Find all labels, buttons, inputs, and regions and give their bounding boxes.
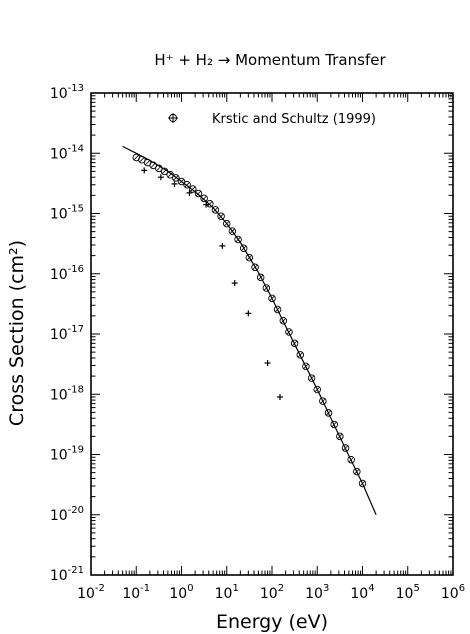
data-point [319, 397, 327, 405]
data-point [228, 227, 237, 235]
cross-point [264, 360, 271, 367]
axis-ticks [90, 92, 454, 576]
cross-point [245, 310, 252, 317]
data-point [251, 263, 259, 272]
krstic-schultz-points [132, 153, 367, 488]
x-tick-label: 100 [169, 583, 193, 602]
y-tick-label: 10-15 [50, 204, 84, 223]
data-point [353, 467, 361, 476]
cross-point [219, 242, 226, 249]
cross-points [141, 167, 283, 401]
fit-line [122, 145, 377, 516]
x-tick-label: 101 [215, 583, 239, 602]
data-point [302, 362, 310, 371]
data-point [189, 185, 197, 193]
data-point [194, 189, 203, 198]
cross-point [171, 180, 178, 187]
data-point [166, 170, 174, 179]
data-point [290, 339, 299, 348]
legend-marker [168, 113, 178, 123]
data-point [183, 181, 191, 189]
x-tick-label: 10-2 [77, 583, 105, 602]
data-point [296, 351, 305, 359]
cross-point [276, 394, 283, 401]
cross-point [141, 167, 148, 174]
y-tick-label: 10-19 [50, 445, 84, 464]
cross-point [203, 201, 210, 208]
x-tick-label: 105 [396, 583, 420, 602]
y-tick-label: 10-21 [50, 565, 84, 584]
data-point [347, 455, 355, 464]
cross-point [231, 280, 238, 287]
x-tick-label: 102 [260, 583, 284, 602]
x-tick-label: 106 [441, 583, 465, 602]
x-tick-label: 104 [350, 583, 374, 602]
data-point [341, 444, 350, 452]
data-point [358, 479, 367, 488]
y-axis-label: Cross Section (cm²) [6, 240, 28, 426]
data-point [285, 328, 293, 336]
data-point [330, 420, 338, 429]
y-tick-label: 10-17 [50, 324, 84, 343]
data-point [172, 174, 180, 182]
y-tick-label: 10-20 [50, 505, 84, 524]
data-point [200, 194, 208, 203]
data-point [324, 409, 333, 417]
data-point [313, 385, 322, 394]
data-point [217, 212, 225, 221]
data-point [307, 374, 316, 382]
x-tick-label: 10-1 [122, 583, 150, 602]
x-tick-labels: 10-2 10-1 100 101 102 103 104 105 106 [77, 583, 465, 602]
y-tick-label: 10-14 [50, 143, 84, 162]
data-point [273, 305, 282, 314]
data-point [155, 164, 163, 173]
data-point [336, 432, 344, 441]
legend-label: Krstic and Schultz (1999) [212, 112, 376, 127]
data-point [268, 294, 276, 303]
y-tick-label: 10-13 [50, 83, 84, 102]
x-tick-label: 103 [305, 583, 329, 602]
chart-title: H⁺ + H₂ → Momentum Transfer [154, 51, 386, 69]
y-tick-labels: 10-13 10-14 10-15 10-16 10-17 10-18 10-19 10-20… [50, 83, 84, 584]
data-point [262, 284, 271, 292]
cross-point [157, 174, 164, 181]
data-point [239, 244, 248, 252]
data-point [211, 206, 220, 214]
data-point [222, 219, 231, 228]
data-point [177, 177, 186, 186]
cross-point [186, 189, 193, 196]
legend: Krstic and Schultz (1999) [168, 112, 376, 127]
data-point [256, 273, 265, 282]
x-axis-label: Energy (eV) [216, 611, 328, 633]
data-point [149, 161, 157, 170]
data-point [206, 200, 214, 208]
data-point [160, 167, 169, 176]
data-point [234, 235, 242, 244]
y-tick-label: 10-18 [50, 384, 84, 403]
y-tick-label: 10-16 [50, 264, 84, 283]
data-point [279, 316, 288, 325]
data-point [245, 253, 254, 262]
